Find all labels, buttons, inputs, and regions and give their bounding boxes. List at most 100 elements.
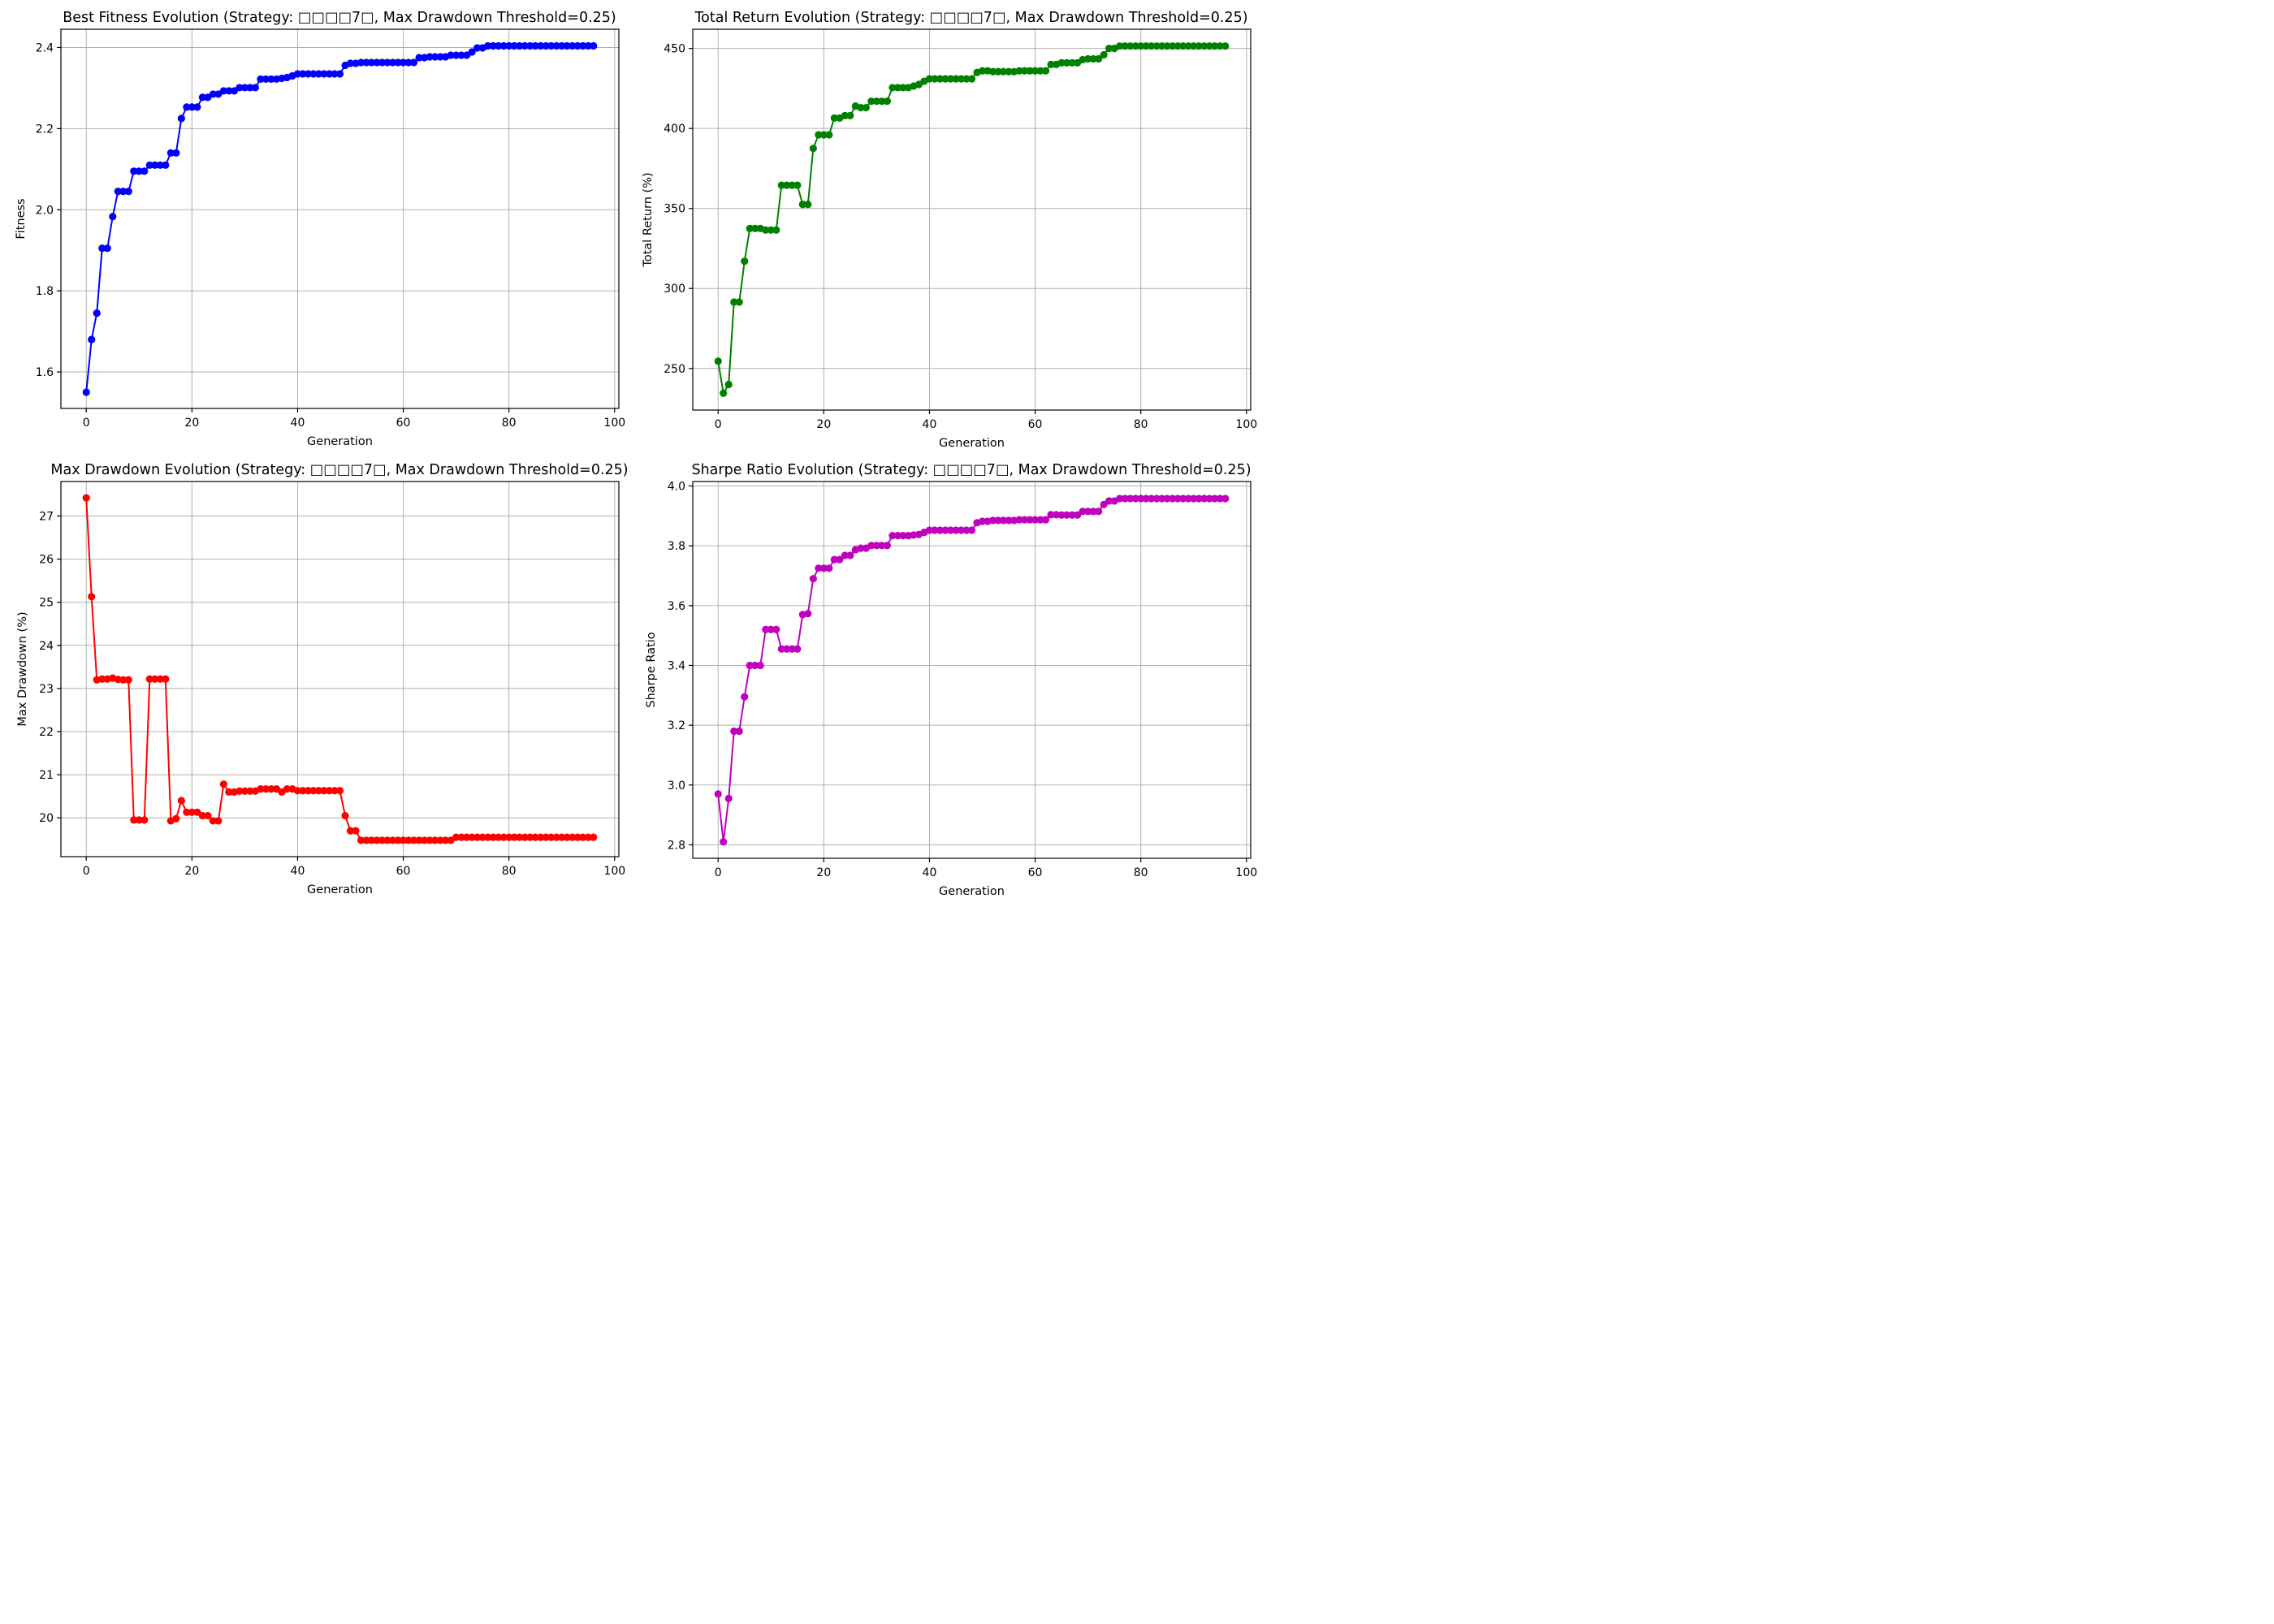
data-point <box>521 833 529 841</box>
data-point <box>767 625 775 633</box>
x-tick-label: 0 <box>83 417 90 430</box>
data-point <box>283 785 292 793</box>
y-tick-label: 21 <box>39 769 54 782</box>
y-tick-label: 20 <box>39 812 54 825</box>
data-point <box>478 833 486 841</box>
data-point <box>783 181 791 189</box>
data-point <box>1169 495 1177 503</box>
data-point <box>1074 511 1082 519</box>
data-point <box>114 188 122 196</box>
data-point <box>537 41 545 50</box>
data-point <box>741 693 749 701</box>
data-point <box>825 564 833 572</box>
data-point <box>746 661 754 670</box>
data-point <box>1047 511 1055 519</box>
data-point <box>93 309 101 317</box>
y-tick-label: 3.6 <box>668 600 685 613</box>
data-point <box>299 787 307 795</box>
data-point <box>777 645 785 653</box>
x-tick-label: 100 <box>1235 866 1257 879</box>
x-tick-label: 100 <box>603 865 625 878</box>
data-point <box>362 58 370 67</box>
y-tick-label: 3.4 <box>668 659 685 672</box>
data-point <box>793 181 802 189</box>
data-point <box>1036 516 1044 524</box>
data-point <box>383 58 391 67</box>
chart-title: Max Drawdown Evolution (Strategy: □□□□7□… <box>50 462 628 478</box>
data-point <box>188 808 196 816</box>
data-point <box>399 58 408 67</box>
data-point <box>320 70 328 78</box>
data-point <box>1221 42 1230 50</box>
x-axis-label: Generation <box>307 435 373 448</box>
data-point <box>1084 54 1092 63</box>
data-point <box>357 836 365 844</box>
data-point <box>1041 67 1050 75</box>
data-point <box>579 41 587 50</box>
data-point <box>457 51 465 59</box>
data-point <box>193 103 201 111</box>
data-point <box>526 833 534 841</box>
data-point <box>236 84 244 92</box>
y-axis-label: Sharpe Ratio <box>645 632 658 707</box>
data-point <box>735 298 743 306</box>
y-tick-label: 1.6 <box>36 366 54 379</box>
data-point <box>862 103 870 112</box>
data-point <box>82 494 90 502</box>
y-axis-label: Total Return (%) <box>642 172 655 267</box>
data-point <box>1205 42 1213 50</box>
data-point <box>952 75 960 83</box>
y-tick-label: 450 <box>664 43 685 56</box>
y-tick-label: 3.2 <box>668 719 685 732</box>
data-point <box>783 645 791 653</box>
data-point <box>967 526 976 534</box>
data-point <box>162 675 170 683</box>
data-point <box>177 114 185 123</box>
data-point <box>558 41 566 50</box>
data-point <box>867 97 875 106</box>
data-point <box>941 526 949 534</box>
data-point <box>409 58 418 67</box>
data-point <box>251 84 260 92</box>
data-point <box>1079 508 1087 516</box>
data-point <box>830 114 838 122</box>
data-point <box>547 833 556 841</box>
data-point <box>404 836 413 844</box>
axes-frame <box>60 481 620 857</box>
x-axis-label: Generation <box>939 885 1005 898</box>
x-tick-label: 0 <box>715 418 722 431</box>
y-tick-label: 2.8 <box>668 839 685 852</box>
data-point <box>209 90 217 98</box>
data-point <box>436 53 444 61</box>
data-point <box>415 836 423 844</box>
x-tick-label: 20 <box>816 866 831 879</box>
data-point <box>325 70 334 78</box>
data-point <box>804 610 812 618</box>
data-point <box>325 787 334 795</box>
data-point <box>819 131 828 139</box>
data-point <box>1195 42 1203 50</box>
data-point <box>1158 42 1166 50</box>
data-point <box>204 811 212 820</box>
x-tick-label: 0 <box>715 866 722 879</box>
x-tick-label: 40 <box>923 418 937 431</box>
data-point <box>994 67 1002 76</box>
data-point <box>772 226 780 234</box>
data-point <box>537 833 545 841</box>
chart-title: Total Return Evolution (Strategy: □□□□7□… <box>694 10 1247 26</box>
data-point <box>463 833 471 841</box>
data-point <box>941 75 949 83</box>
data-point <box>109 213 117 221</box>
data-point <box>1116 495 1124 503</box>
data-point <box>1068 511 1076 519</box>
data-point <box>495 41 503 50</box>
data-point <box>367 836 376 844</box>
data-point <box>489 833 497 841</box>
data-point <box>1148 42 1156 50</box>
data-point <box>952 526 960 534</box>
data-point <box>946 75 955 83</box>
data-point <box>209 817 217 825</box>
data-point <box>1179 42 1187 50</box>
data-point <box>899 84 907 92</box>
y-tick-label: 2.2 <box>36 123 54 136</box>
